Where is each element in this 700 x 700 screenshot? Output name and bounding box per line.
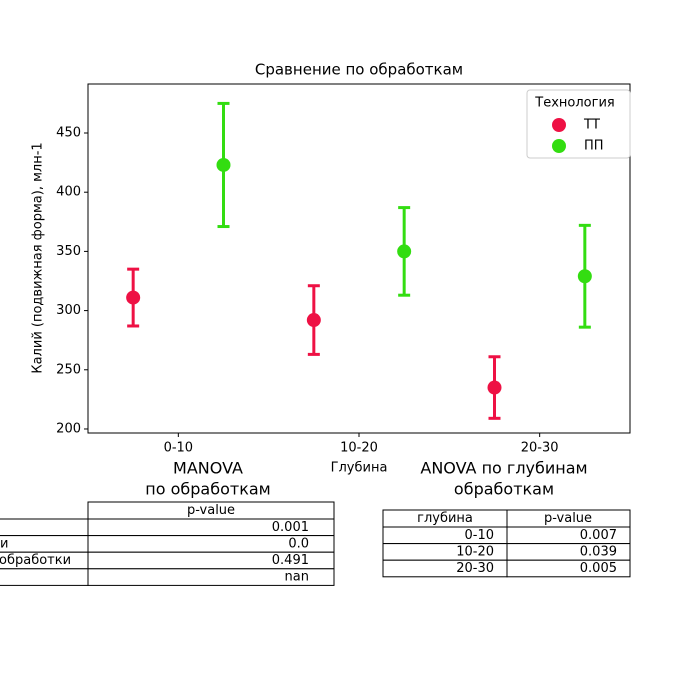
- legend-label: ПП: [584, 139, 604, 154]
- table-cell: [506, 559, 631, 578]
- y-tick-label: 250: [56, 362, 81, 377]
- table-cell-text: 0.007: [580, 528, 617, 543]
- point: [397, 244, 412, 259]
- y-tick-label: 300: [56, 303, 81, 318]
- table-cell: [0, 518, 89, 537]
- x-tick-label: 0-10: [164, 441, 194, 456]
- legend-title: Технология: [534, 96, 614, 111]
- manova-title: по обработкам: [145, 480, 270, 499]
- legend-box: [526, 89, 631, 159]
- table-row-label: и: [0, 536, 8, 551]
- y-axis-label: Калий (подвижная форма), млн-1: [31, 142, 46, 373]
- table-header: p-value: [544, 511, 592, 526]
- y-tick-label: 350: [56, 244, 81, 259]
- table-cell-text: 10-20: [456, 544, 494, 559]
- table-cell: [0, 535, 89, 553]
- table-header: p-value: [187, 503, 235, 518]
- y-tick-label: 450: [56, 126, 81, 141]
- point: [487, 380, 502, 395]
- x-tick-label: 10-20: [340, 441, 378, 456]
- anova-title: ANOVA по глубинам: [420, 459, 587, 478]
- y-tick-label: 200: [56, 421, 81, 436]
- x-axis-label: Глубина: [331, 461, 388, 476]
- table-header: глубина: [417, 511, 473, 526]
- table-cell-text: 0.039: [580, 544, 617, 559]
- table-cell-text: nan: [285, 570, 309, 585]
- legend-label: ТТ: [583, 118, 600, 133]
- table-cell-text: 0.005: [580, 561, 617, 576]
- table-cell-text: 0.491: [272, 553, 309, 568]
- legend-marker: [552, 139, 566, 153]
- table-cell-text: 0.001: [272, 520, 309, 535]
- point: [126, 290, 141, 305]
- table-cell: [0, 568, 89, 586]
- table-row-label: обработки: [0, 553, 71, 568]
- table-cell: [87, 568, 335, 586]
- x-tick-label: 20-30: [521, 441, 559, 456]
- table-cell-text: 20-30: [456, 561, 494, 576]
- y-tick-label: 400: [56, 185, 81, 200]
- point: [306, 313, 321, 328]
- legend-marker: [552, 118, 566, 132]
- manova-title: MANOVA: [173, 459, 243, 478]
- table-cell-text: 0.0: [288, 536, 309, 551]
- anova-title: обработкам: [454, 480, 554, 499]
- point: [216, 157, 231, 172]
- point: [577, 269, 592, 284]
- chart-title: Сравнение по обработкам: [255, 61, 463, 79]
- table-cell-text: 0-10: [464, 528, 494, 543]
